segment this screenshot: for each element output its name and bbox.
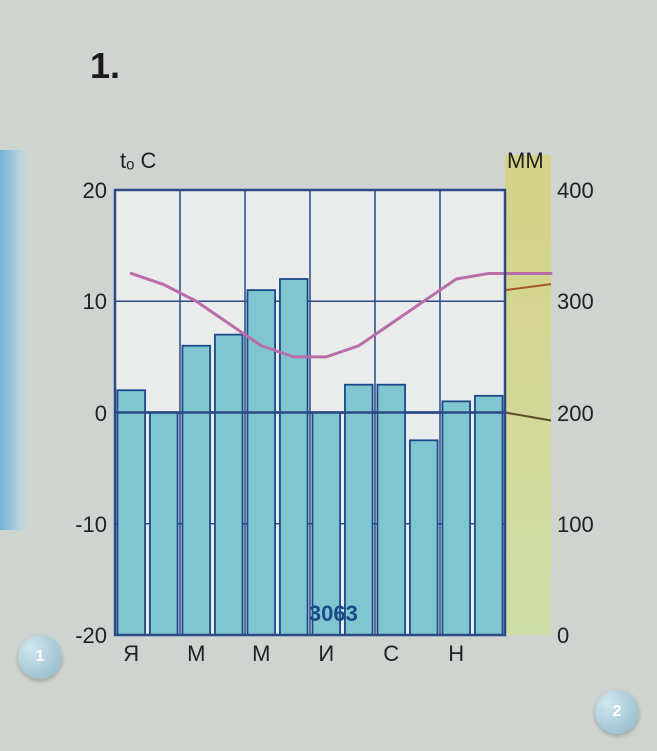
page-badge-1[interactable]: 1 xyxy=(18,635,62,679)
right-axis-heading: ММ xyxy=(507,148,544,174)
right-tick-400: 400 xyxy=(557,178,594,204)
right-tick-200: 200 xyxy=(557,401,594,427)
left-axis-heading: tₒ C xyxy=(120,148,156,174)
month-label-0: Я xyxy=(123,641,139,667)
left-tick-0: 0 xyxy=(57,401,107,427)
left-tick-20: 20 xyxy=(57,178,107,204)
month-label-2: М xyxy=(187,641,205,667)
left-tick--20: -20 xyxy=(57,623,107,649)
left-tick--10: -10 xyxy=(57,512,107,538)
climograph: tₒ CММ20100-10-204003002001000ЯММИСН3063 xyxy=(60,130,600,690)
month-label-10: Н xyxy=(448,641,464,667)
page-badge-2[interactable]: 2 xyxy=(595,690,639,734)
month-label-6: И xyxy=(318,641,334,667)
month-label-8: С xyxy=(383,641,399,667)
page-title: 1. xyxy=(90,45,120,87)
left-tick-10: 10 xyxy=(57,289,107,315)
right-tick-100: 100 xyxy=(557,512,594,538)
month-label-4: М xyxy=(252,641,270,667)
annual-total: 3063 xyxy=(309,601,358,627)
right-tick-300: 300 xyxy=(557,289,594,315)
right-tick-0: 0 xyxy=(557,623,569,649)
